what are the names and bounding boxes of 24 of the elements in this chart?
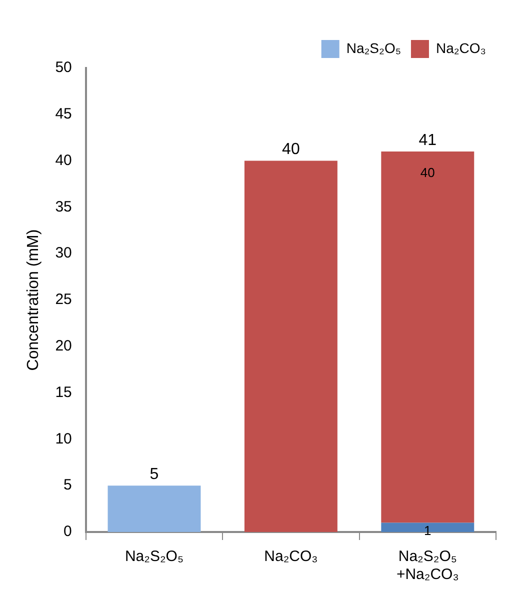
y-tick-label: 30 — [55, 244, 72, 262]
bar — [108, 486, 201, 532]
y-tick-label: 50 — [55, 59, 72, 76]
y-tick-label: 45 — [55, 106, 72, 123]
total-label: 5 — [150, 466, 159, 484]
total-label: 41 — [418, 132, 437, 149]
y-tick-label: 0 — [64, 523, 72, 540]
x-tick-label: Na₂CO₃ — [264, 548, 318, 566]
x-tick-label: Na₂S₂O₅ — [124, 548, 184, 566]
y-tick-label: 15 — [55, 384, 72, 401]
y-tick-label: 10 — [55, 430, 72, 448]
legend-label: Na₂S₂O₅ — [346, 40, 401, 56]
y-axis-title: Concentration (mM) — [25, 229, 42, 371]
y-tick-label: 20 — [55, 338, 72, 355]
total-label: 40 — [282, 141, 300, 158]
y-tick-label: 40 — [55, 152, 72, 169]
legend-label: Na₂CO₃ — [436, 40, 486, 56]
bar — [244, 160, 338, 532]
y-tick-label: 25 — [55, 291, 72, 308]
y-tick-label: 35 — [55, 198, 72, 216]
data-label: 40 — [420, 165, 435, 180]
bar — [381, 152, 474, 523]
x-tick-label: Na₂S₂O₅ +Na₂CO₃ — [396, 548, 459, 584]
y-tick-label: 5 — [64, 476, 72, 494]
